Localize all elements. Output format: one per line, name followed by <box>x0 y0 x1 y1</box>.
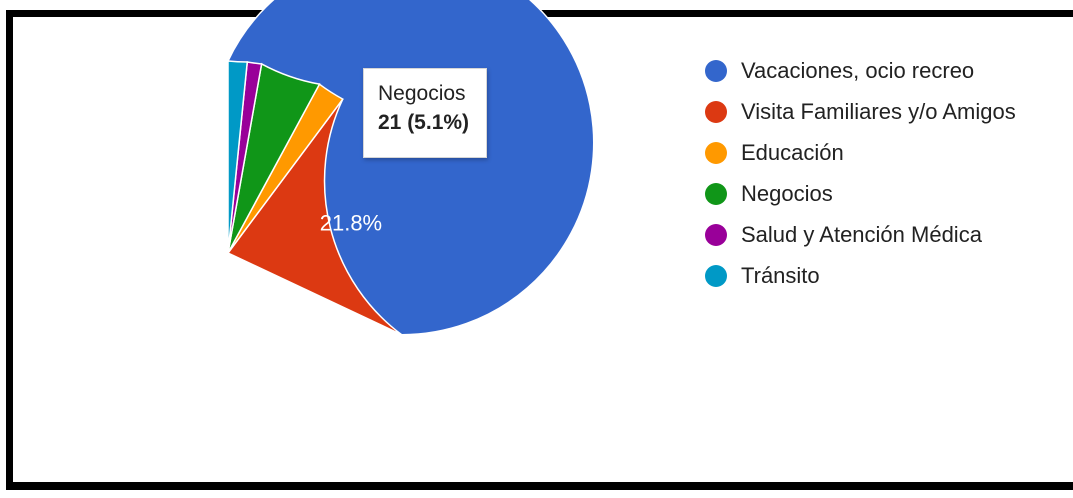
slice-visita-familiares-y-o-amigos[interactable] <box>226 98 403 336</box>
legend-label: Tránsito <box>741 262 820 288</box>
legend-label: Vacaciones, ocio recreo <box>741 57 975 83</box>
tooltip-name: Negocios <box>378 82 466 105</box>
legend-item-vacaciones-ocio-recreo[interactable]: Vacaciones, ocio recreo <box>705 50 1016 91</box>
legend-label: Negocios <box>741 180 833 206</box>
legend-swatch <box>705 100 727 123</box>
legend-swatch <box>705 141 727 164</box>
slice-transito[interactable] <box>227 60 249 254</box>
legend: Vacaciones, ocio recreo Visita Familiares… <box>705 50 1016 296</box>
legend-label: Educación <box>741 139 844 165</box>
legend-item-salud-y-atencion-medica[interactable]: Salud y Atención Médica <box>705 214 1016 255</box>
legend-swatch <box>705 182 727 205</box>
legend-label: Visita Familiares y/o Amigos <box>741 98 1016 124</box>
tooltip: Negocios 21 (5.1%) <box>363 68 487 158</box>
legend-item-visita-familiares-y-o-amigos[interactable]: Visita Familiares y/o Amigos <box>705 91 1016 132</box>
tooltip-value: 21 (5.1%) <box>378 111 470 134</box>
slice-label-vacaciones-ocio-recreo: 68% <box>102 307 146 332</box>
legend-swatch <box>705 223 727 246</box>
legend-item-educacion[interactable]: Educación <box>705 132 1016 173</box>
legend-swatch <box>705 59 727 82</box>
legend-item-negocios[interactable]: Negocios <box>705 173 1016 214</box>
legend-item-transito[interactable]: Tránsito <box>705 255 1016 296</box>
legend-label: Salud y Atención Médica <box>741 221 982 247</box>
slice-label-visita-familiares-y-o-amigos: 21.8% <box>320 210 382 235</box>
legend-swatch <box>705 264 727 287</box>
